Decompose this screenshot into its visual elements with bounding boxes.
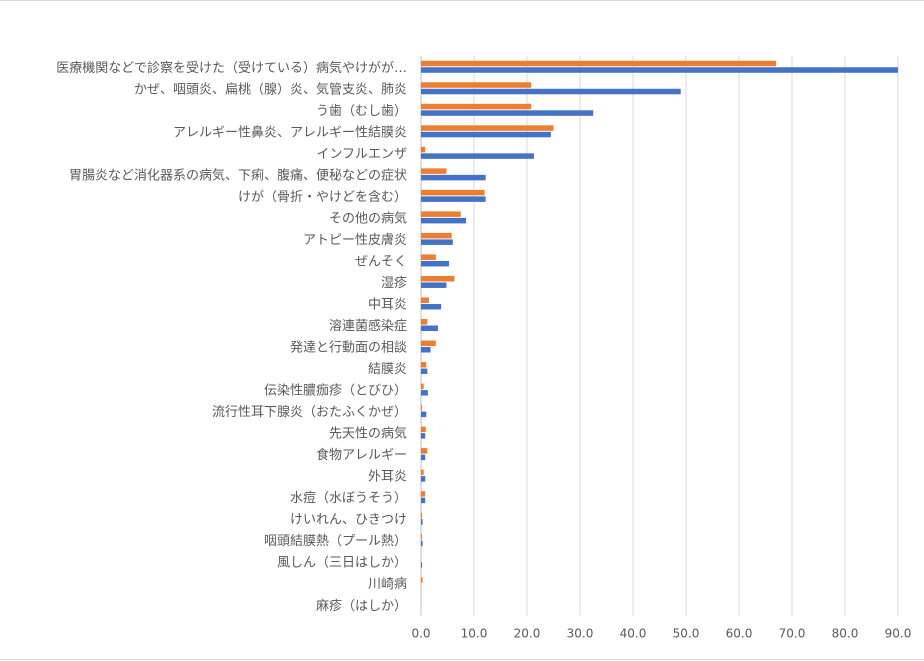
bar-series-1 (421, 146, 426, 153)
bar-series-1 (421, 125, 554, 131)
x-tick-label: 10.0 (461, 627, 488, 641)
bar-series-1 (421, 340, 436, 347)
bar-series-2 (421, 282, 447, 288)
category-label: 発達と行動面の相談 (290, 340, 407, 356)
bar-series-1 (421, 254, 436, 260)
x-tick-label: 0.0 (411, 627, 430, 641)
category-label: 流行性耳下腺炎（おたふくかぜ） (212, 405, 407, 420)
category-label: 風しん（三日はしか） (277, 556, 407, 571)
category-label: ぜんそく (355, 254, 407, 269)
category-label: けいれん、ひきつけ (290, 513, 407, 528)
bar-series-2 (421, 88, 681, 95)
bar-series-2 (421, 131, 551, 138)
bar-series-1 (421, 426, 426, 433)
x-tick-label: 40.0 (620, 627, 647, 641)
bar-series-2 (421, 519, 423, 525)
category-label: 咽頭結膜熱（プール熱） (264, 534, 407, 549)
bar-series-1 (421, 405, 423, 411)
bar-series-2 (421, 217, 467, 224)
category-label: かぜ、咽頭炎、扁桃（腺）炎、気管支炎、肺炎 (134, 81, 407, 97)
bar-series-2 (421, 174, 486, 181)
x-tick-label: 70.0 (779, 627, 806, 641)
bar-series-2 (421, 497, 426, 504)
bar-series-1 (421, 211, 461, 217)
x-tick-label: 60.0 (726, 627, 753, 641)
bar-series-2 (421, 433, 426, 439)
bar-series-1 (421, 60, 777, 67)
bar-series-1 (421, 103, 532, 110)
category-label: 中耳炎 (368, 297, 407, 312)
category-label: けが（骨折・やけどを含む） (238, 189, 407, 205)
bar-series-1 (421, 491, 426, 497)
category-label: 麻疹（はしか） (316, 598, 407, 614)
category-label: 溶連菌感染症 (329, 318, 407, 334)
bar-series-1 (421, 232, 452, 239)
bar-series-1 (421, 168, 447, 174)
bar-series-2 (421, 110, 594, 116)
bar-series-2 (421, 260, 450, 267)
category-label: 胃腸炎など消化器系の病気、下痢、腹痛、便秘などの症状 (69, 167, 407, 183)
category-label: 湿疹 (381, 275, 407, 291)
bar-series-1 (421, 469, 424, 476)
category-label: 外耳炎 (368, 470, 407, 485)
bar-series-2 (421, 325, 438, 331)
category-label: 医療機関などで診察を受けた（受けている）病気やけがが… (56, 60, 407, 76)
bar-series-2 (421, 303, 442, 310)
x-tick-labels: 0.0 10.0 20.0 30.0 40.0 50.0 60.0 70.0 80.0 90.0 (411, 627, 911, 641)
x-tick-label: 20.0 (514, 627, 541, 641)
category-label: 川崎病 (368, 577, 407, 592)
x-tick-label: 90.0 (885, 627, 912, 641)
bar-series-2 (421, 454, 426, 461)
category-label: 水痘（水ぼうそう） (290, 491, 407, 506)
category-label: う歯（むし歯） (316, 104, 407, 119)
bars (421, 60, 898, 583)
bar-series-2 (421, 239, 453, 245)
bar-series-1 (421, 577, 423, 583)
x-tick-label: 50.0 (673, 627, 700, 641)
bar-series-1 (421, 534, 423, 540)
category-label: インフルエンザ (316, 147, 407, 162)
bar-series-1 (421, 189, 485, 196)
bar-series-2 (421, 196, 486, 202)
category-label: 結膜炎 (368, 362, 407, 377)
bar-series-2 (421, 153, 534, 159)
x-tick-label: 30.0 (567, 627, 594, 641)
category-label: アトピー性皮膚炎 (303, 232, 407, 248)
bar-series-2 (421, 540, 423, 547)
bar-series-1 (421, 448, 428, 454)
category-label: その他の病気 (329, 210, 407, 226)
bar-series-2 (421, 390, 428, 396)
bar-series-2 (421, 67, 898, 73)
bar-series-1 (421, 383, 424, 390)
x-tick-label: 80.0 (832, 627, 859, 641)
gridlines (420, 56, 899, 616)
bar-series-2 (421, 368, 428, 375)
category-label: アレルギー性鼻炎、アレルギー性結膜炎 (173, 124, 407, 140)
bar-series-1 (421, 362, 427, 368)
bar-series-2 (421, 562, 423, 568)
category-label: 食物アレルギー (316, 447, 407, 463)
bar-series-1 (421, 297, 429, 303)
category-labels: 医療機関などで診察を受けた（受けている）病気やけがが… かぜ、咽頭炎、扁桃（腺）炎… (56, 60, 407, 614)
bar-series-1 (421, 82, 532, 88)
bar-series-1 (421, 512, 423, 519)
bar-series-1 (421, 319, 428, 325)
bar-series-2 (421, 411, 427, 418)
bar-series-2 (421, 476, 426, 482)
category-label: 伝染性膿痂疹（とびひ） (264, 383, 407, 399)
bar-series-1 (421, 275, 455, 282)
category-label: 先天性の病気 (329, 426, 407, 442)
bar-series-2 (421, 347, 431, 353)
